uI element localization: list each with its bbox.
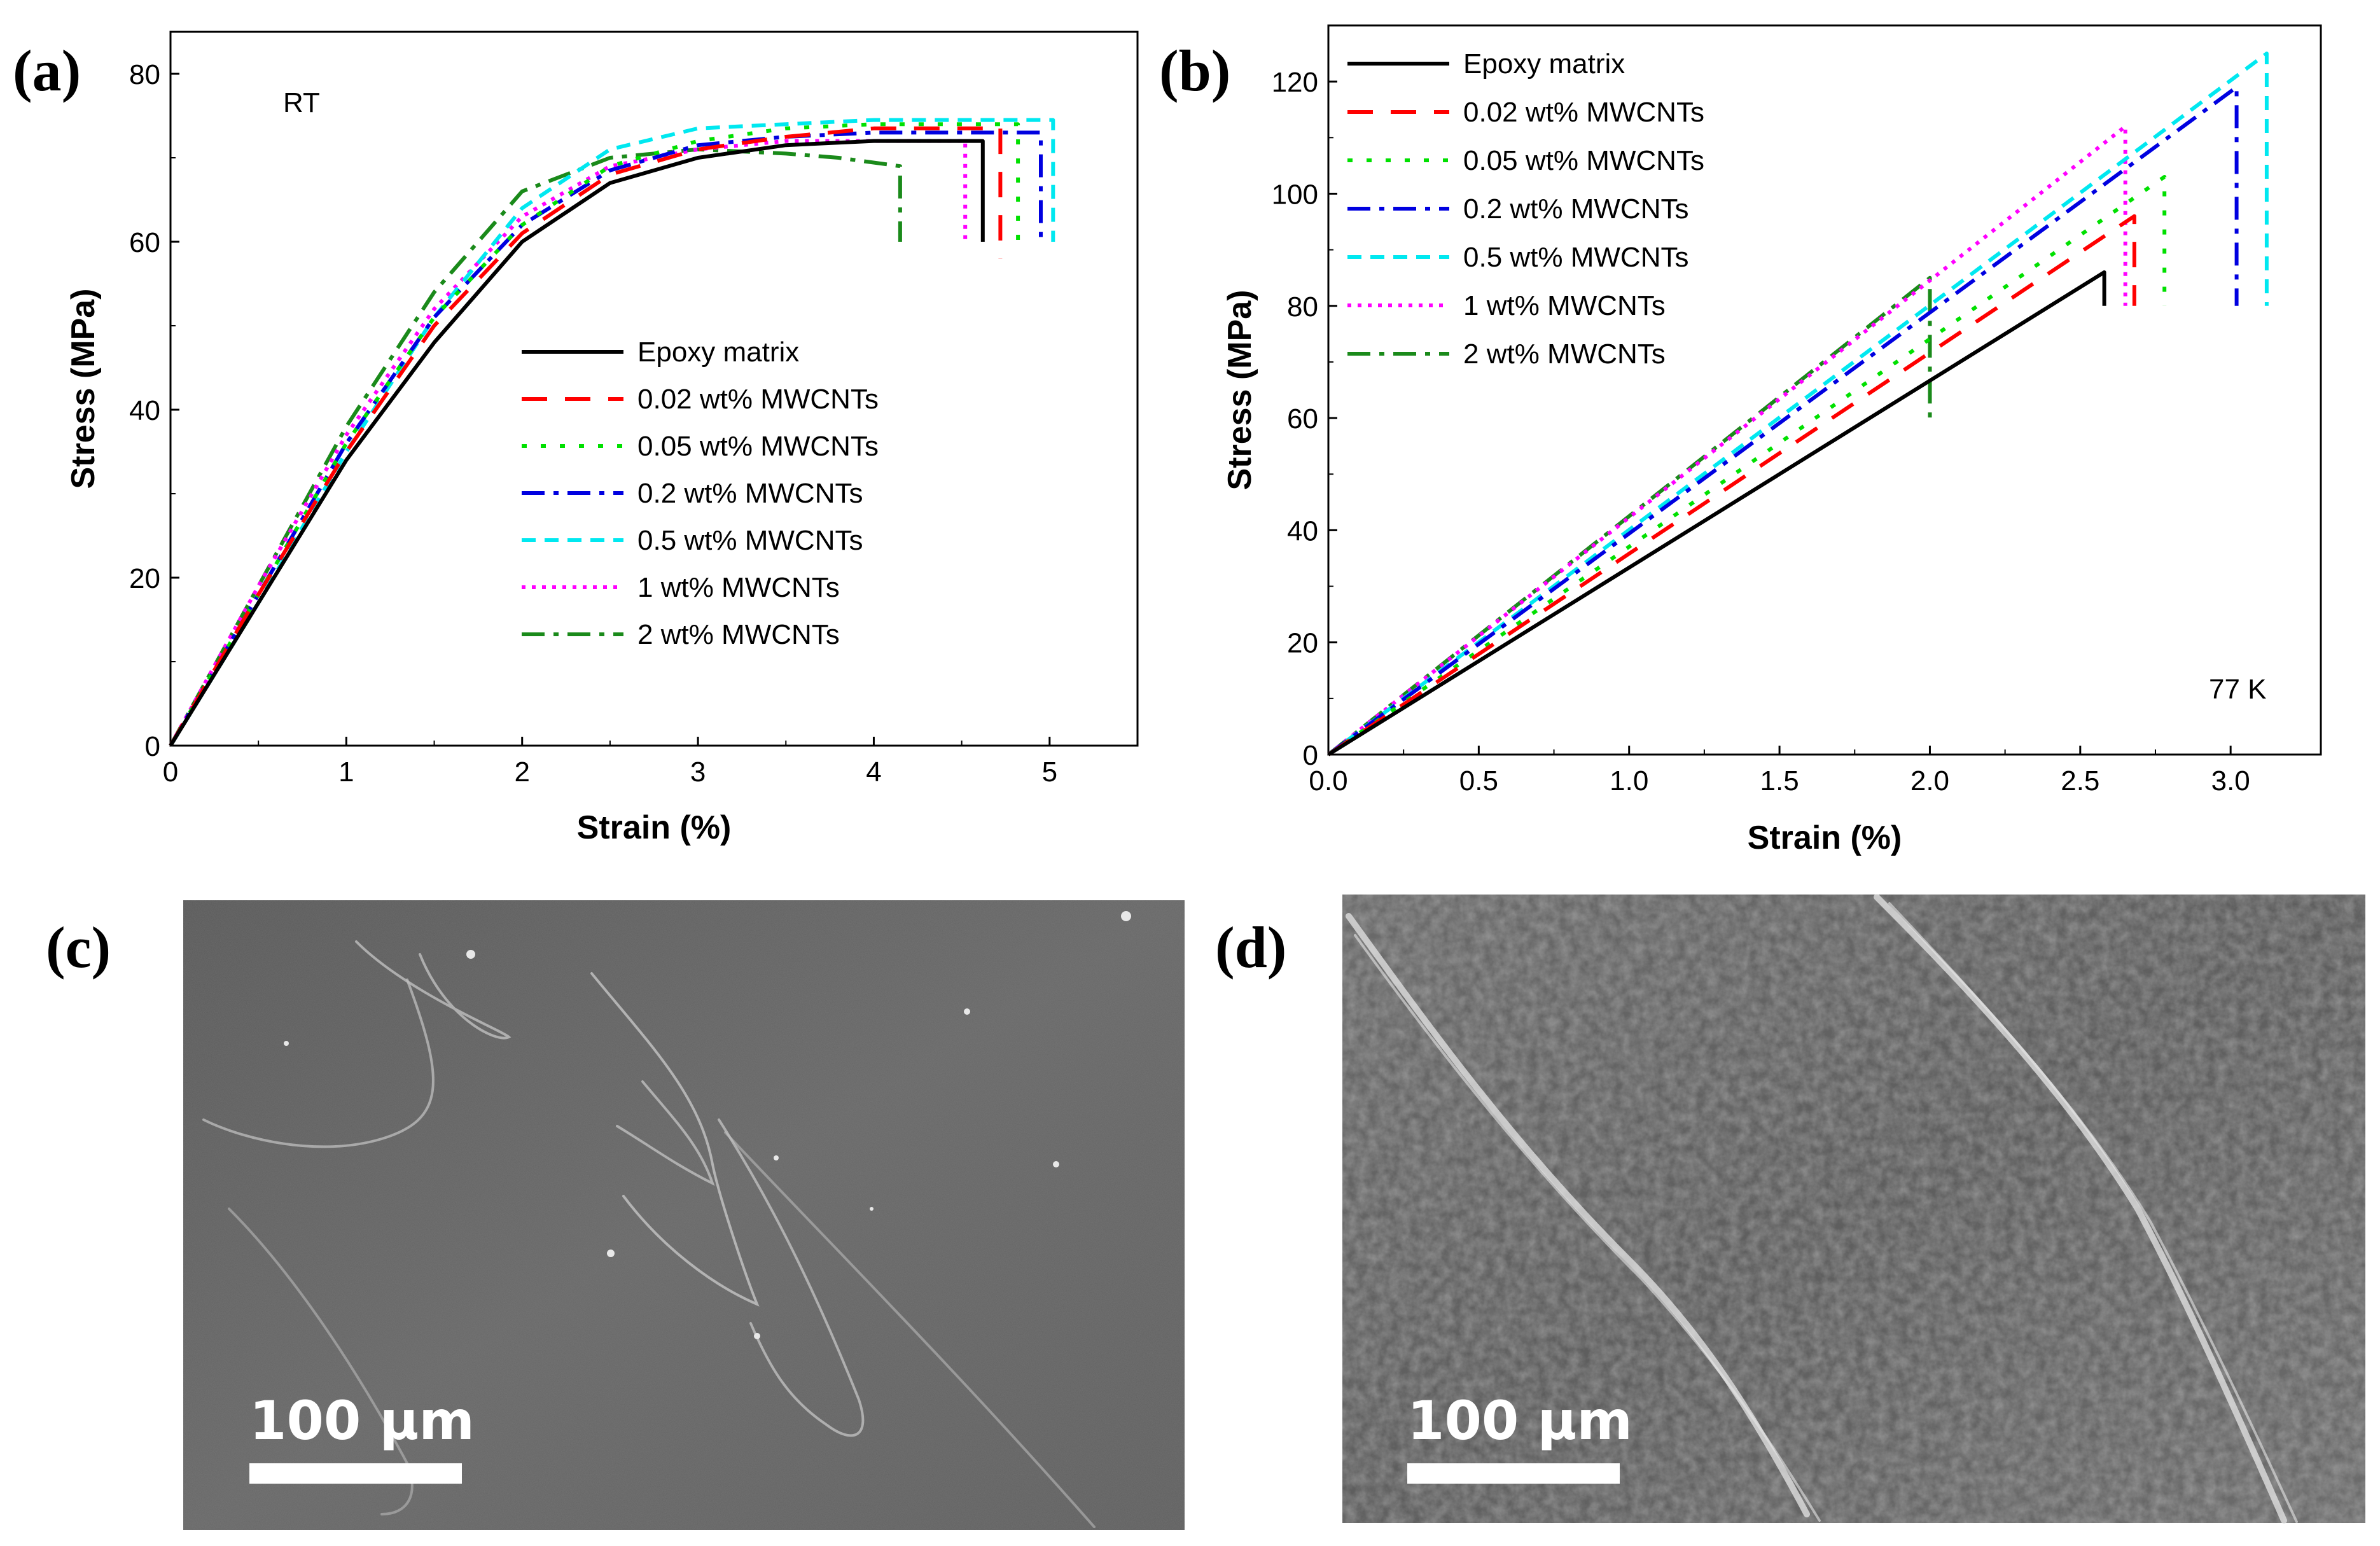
plot-frame <box>1327 24 2322 756</box>
panel-label-b: (b) <box>1159 38 1230 103</box>
y-tick-label: 60 <box>129 227 160 258</box>
x-tick-label: 4 <box>866 756 881 788</box>
particles <box>284 911 1131 1339</box>
plot-frame <box>169 31 1139 747</box>
legend-label-0: Epoxy matrix <box>637 337 799 368</box>
x-tick-label: 2 <box>514 756 529 788</box>
panel-label-d: (d) <box>1215 915 1286 980</box>
x-tick-label: 2.0 <box>1910 765 1949 797</box>
x-tick-label: 2.5 <box>2061 765 2099 797</box>
series-group <box>1327 52 2269 756</box>
series-line-3 <box>1327 85 2239 756</box>
y-tick-label: 0 <box>1303 740 1318 771</box>
chart-b: 0.0 0.5 1.0 1.5 2.0 2.5 3.0 0 20 40 60 80 100 120 77 … <box>1221 24 2322 856</box>
y-tick-label: 20 <box>129 563 160 594</box>
series-line-1 <box>1327 214 2136 756</box>
series-line-3 <box>169 130 1043 747</box>
series-line-0 <box>1327 270 2106 756</box>
legend-label-2: 0.05 wt% MWCNTs <box>637 431 879 462</box>
series-group <box>169 118 1055 747</box>
y-axis-label: Stress (MPa) <box>1221 290 1258 491</box>
y-tick-label: 100 <box>1272 179 1318 210</box>
ticks: 0 1 2 3 4 5 0 20 40 60 80 <box>129 59 1057 788</box>
series-line-6 <box>169 147 902 747</box>
series-line-5 <box>169 139 968 747</box>
x-tick-label: 1 <box>338 756 354 788</box>
annotation-77k: 77 K <box>2209 674 2267 705</box>
sem-texture <box>1342 895 2365 1523</box>
sem-texture <box>183 900 1185 1530</box>
scale-bar-label: 100 μm <box>249 1389 475 1452</box>
y-tick-label: 40 <box>1287 515 1318 547</box>
y-tick-label: 60 <box>1287 403 1318 435</box>
x-tick-label: 5 <box>1042 756 1057 788</box>
x-axis-label: Strain (%) <box>577 809 732 846</box>
y-tick-label: 80 <box>1287 291 1318 323</box>
ticks: 0.0 0.5 1.0 1.5 2.0 2.5 3.0 0 20 40 60 80 100 120 <box>1272 67 2250 797</box>
series-line-2 <box>169 122 1020 747</box>
x-tick-label: 0 <box>163 756 178 788</box>
legend-label-4: 0.5 wt% MWCNTs <box>1463 242 1688 273</box>
legend-label-4: 0.5 wt% MWCNTs <box>637 525 863 556</box>
y-tick-label: 120 <box>1272 67 1318 98</box>
series-line-5 <box>1327 124 2127 756</box>
legend-label-2: 0.05 wt% MWCNTs <box>1463 145 1704 176</box>
x-axis-label: Strain (%) <box>1748 819 1902 856</box>
series-line-0 <box>169 139 985 747</box>
micrograph-d: 100 μm <box>1342 894 2365 1524</box>
legend-label-5: 1 wt% MWCNTs <box>637 572 840 603</box>
y-tick-label: 40 <box>129 395 160 426</box>
y-tick-label: 20 <box>1287 628 1318 659</box>
micrograph-c: 100 μm <box>183 900 1185 1530</box>
legend-label-0: Epoxy matrix <box>1463 48 1625 80</box>
panel-label-c: (c) <box>46 915 111 980</box>
x-tick-label: 1.0 <box>1610 765 1648 797</box>
series-line-4 <box>1327 52 2269 756</box>
y-tick-label: 80 <box>129 59 160 90</box>
legend: Epoxy matrix 0.02 wt% MWCNTs 0.05 wt% MWCN… <box>522 337 879 650</box>
legend-label-1: 0.02 wt% MWCNTs <box>637 384 879 415</box>
legend-label-3: 0.2 wt% MWCNTs <box>637 478 863 509</box>
legend-label-3: 0.2 wt% MWCNTs <box>1463 193 1688 225</box>
x-tick-label: 0.0 <box>1309 765 1347 797</box>
x-tick-label: 3.0 <box>2211 765 2250 797</box>
scale-bar <box>249 1463 462 1484</box>
fracture-ridges <box>1346 894 2298 1524</box>
y-axis-label: Stress (MPa) <box>65 289 102 489</box>
series-line-2 <box>1327 175 2167 756</box>
series-line-4 <box>169 118 1055 747</box>
scale-bar <box>1407 1463 1620 1484</box>
x-tick-label: 1.5 <box>1760 765 1799 797</box>
legend-label-5: 1 wt% MWCNTs <box>1463 290 1666 321</box>
crack-lines <box>202 940 1096 1528</box>
legend-label-6: 2 wt% MWCNTs <box>1463 338 1666 370</box>
annotation-rt: RT <box>283 87 320 118</box>
y-tick-label: 0 <box>145 731 160 762</box>
chart-a: 0 1 2 3 4 5 0 20 40 60 80 RT Strain (%) Stress (MP… <box>65 31 1139 846</box>
panel-label-a: (a) <box>13 38 81 103</box>
scale-bar-label: 100 μm <box>1407 1389 1632 1452</box>
x-tick-label: 0.5 <box>1459 765 1498 797</box>
legend: Epoxy matrix 0.02 wt% MWCNTs 0.05 wt% MWCN… <box>1347 48 1704 370</box>
series-line-6 <box>1327 275 1932 756</box>
series-line-1 <box>169 126 1003 747</box>
legend-label-1: 0.02 wt% MWCNTs <box>1463 97 1704 128</box>
legend-label-6: 2 wt% MWCNTs <box>637 619 840 650</box>
x-tick-label: 3 <box>690 756 706 788</box>
